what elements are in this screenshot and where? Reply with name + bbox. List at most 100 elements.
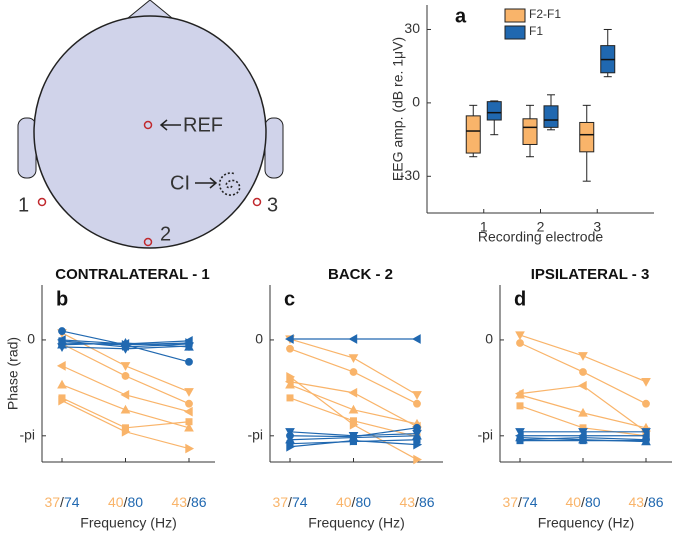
x-tick-part: 86	[419, 494, 435, 510]
marker	[286, 344, 294, 353]
marker	[516, 402, 524, 410]
x-tick-part: 74	[292, 494, 308, 510]
marker	[185, 358, 193, 366]
x-tick-sep: /	[581, 494, 585, 510]
x-tick-label: 43/86	[399, 494, 434, 510]
ear	[17, 117, 37, 179]
marker	[183, 406, 193, 417]
marker	[120, 390, 130, 400]
x-tick-label: 43/86	[171, 494, 206, 510]
x-tick-part: 86	[648, 494, 664, 510]
marker	[120, 362, 131, 371]
panel-label: d	[514, 288, 526, 310]
marker	[642, 399, 650, 408]
x-tick-sep: /	[60, 494, 64, 510]
x-tick-part: 37	[502, 494, 518, 510]
series-line	[289, 338, 418, 396]
x-tick-sep: /	[187, 494, 191, 510]
ci-coil	[218, 172, 241, 196]
marker	[577, 380, 587, 391]
marker	[578, 352, 588, 361]
x-tick-sep: /	[644, 494, 648, 510]
marker	[284, 334, 294, 344]
x-tick-part: 74	[64, 494, 80, 510]
marker	[515, 331, 525, 341]
marker	[286, 394, 294, 402]
marker	[184, 341, 194, 351]
x-tick-part: 43	[628, 494, 644, 510]
x-tick-label: 1	[480, 219, 488, 235]
x-tick-label: 37/74	[502, 494, 537, 510]
y-tick-label: 0	[27, 331, 35, 347]
marker	[286, 372, 296, 382]
marker	[58, 395, 68, 406]
box	[486, 101, 502, 121]
marker	[348, 334, 358, 344]
marker	[349, 419, 359, 430]
marker	[185, 418, 193, 426]
y-axis-label: EEG amp. (dB re. 1μV)	[390, 37, 406, 181]
panel-title: BACK - 2	[328, 266, 393, 283]
ear	[264, 117, 284, 179]
y-tick-label: -30	[400, 167, 420, 183]
marker	[578, 407, 588, 417]
x-tick-sep: /	[352, 494, 356, 510]
marker	[413, 399, 421, 408]
marker	[348, 354, 359, 363]
marker	[184, 422, 194, 432]
marker	[185, 443, 195, 454]
electrode	[252, 197, 262, 207]
panel-title: IPSILATERAL - 3	[531, 266, 650, 283]
electrode	[37, 197, 47, 207]
marker	[349, 435, 359, 446]
x-tick-sep: /	[518, 494, 522, 510]
marker	[578, 434, 588, 444]
marker	[641, 436, 651, 446]
box	[579, 121, 595, 153]
x-tick-sep: /	[415, 494, 419, 510]
ref-label: REF	[183, 114, 223, 136]
panel-title: CONTRALATERAL - 1	[55, 266, 209, 283]
electrode-label: 3	[267, 194, 278, 216]
head	[33, 15, 267, 249]
legend-label: F2-F1	[529, 7, 561, 21]
legend-label: F1	[529, 24, 543, 38]
x-axis-label: Recording electrode	[478, 229, 604, 245]
y-tick-label: 30	[404, 20, 420, 36]
marker	[285, 379, 295, 389]
x-tick-part: 37	[44, 494, 60, 510]
x-tick-part: 43	[399, 494, 415, 510]
marker	[413, 439, 423, 450]
x-tick-sep: /	[288, 494, 292, 510]
marker	[121, 372, 130, 380]
marker	[184, 388, 194, 397]
marker	[515, 432, 525, 442]
marker	[120, 337, 131, 347]
panel-label: a	[455, 5, 467, 27]
ci-label: CI	[170, 172, 190, 194]
x-tick-part: 74	[522, 494, 538, 510]
x-tick-part: 43	[171, 494, 187, 510]
x-tick-part: 37	[272, 494, 288, 510]
marker	[413, 454, 423, 465]
electrode	[143, 237, 153, 247]
x-tick-label: 2	[537, 219, 545, 235]
legend-swatch	[504, 25, 526, 40]
head-diagram: REF CI 1 2 3	[17, 0, 284, 249]
box	[522, 118, 538, 145]
x-tick-part: 40	[336, 494, 352, 510]
panel-label: b	[56, 288, 68, 310]
x-tick-part: 40	[565, 494, 581, 510]
y-tick-label: -pi	[247, 427, 263, 443]
x-axis-label: Frequency (Hz)	[308, 515, 404, 531]
marker	[57, 379, 67, 389]
x-tick-label: 43/86	[628, 494, 663, 510]
x-tick-part: 80	[585, 494, 601, 510]
marker	[349, 368, 358, 376]
x-tick-label: 40/80	[336, 494, 371, 510]
arrow	[159, 119, 181, 131]
electrode-label: 2	[160, 223, 171, 245]
marker	[411, 334, 421, 344]
marker	[412, 391, 422, 400]
